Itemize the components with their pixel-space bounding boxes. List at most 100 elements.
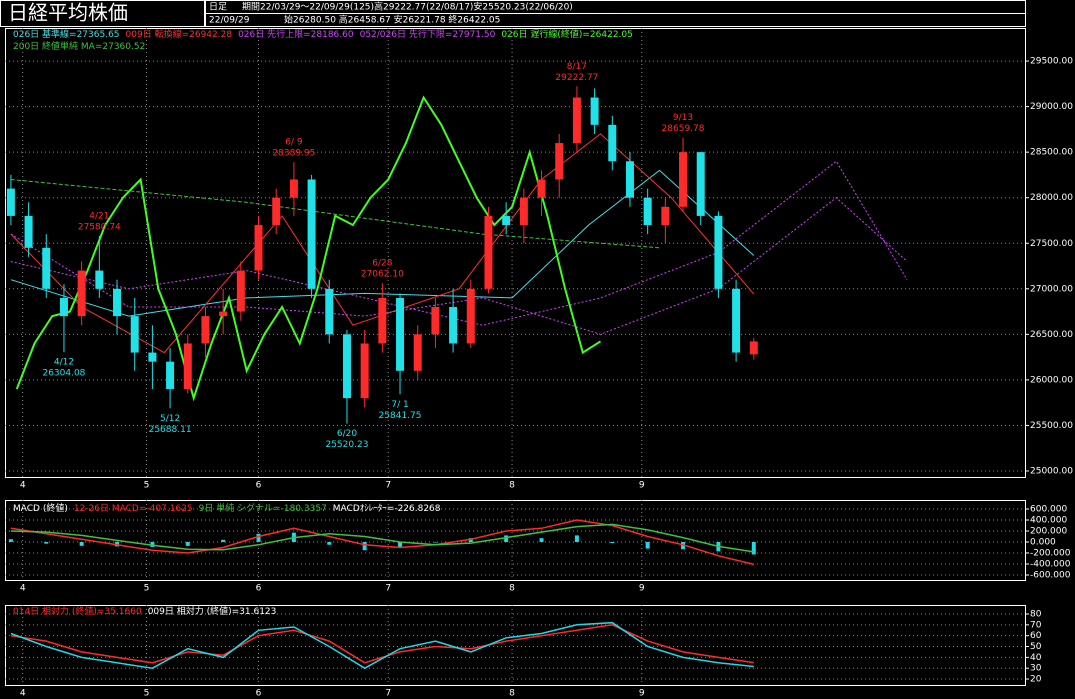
y-tick-label: 29500.00: [1030, 57, 1073, 67]
histogram-bar: [8, 539, 13, 543]
annotation-date: 4/12: [54, 358, 74, 368]
annotation-label: 26304.08: [42, 369, 85, 379]
legend-entry: 026日 遅行線(終値)=26422.05: [501, 30, 633, 40]
annotation-label: 27062.10: [361, 270, 404, 280]
y-tick-label: 25500.00: [1030, 421, 1073, 431]
y-tick-label: 20: [1030, 675, 1042, 685]
plot: [8, 519, 756, 566]
candle-body: [396, 297, 405, 371]
histogram-bar: [44, 542, 49, 544]
panel-border: [5, 605, 1026, 686]
candle-body: [537, 179, 546, 198]
annotation-label: 25520.23: [325, 440, 368, 450]
plot: [6, 86, 908, 424]
candle-body: [696, 152, 705, 216]
ohlc: 始26280.50 高26458.67 安26221.78 終26422.05: [284, 14, 500, 26]
candle-body: [555, 143, 564, 180]
legend-entry: 200日 終値単純 MA=27360.52: [13, 42, 146, 52]
y-tick-label: 200.000: [1030, 527, 1067, 537]
y-tick-label: 0.000: [1030, 538, 1056, 548]
line: [10, 160, 908, 326]
panel-title: MACD (終値): [13, 504, 68, 514]
x-tick-label: 7: [385, 481, 391, 491]
annotation-label: 28659.78: [662, 124, 705, 134]
annotation-date: 6/ 9: [285, 138, 303, 148]
candle-body: [289, 179, 298, 198]
x-tick-label: 6: [256, 689, 262, 699]
candle-body: [572, 97, 581, 144]
x-tick-label: 4: [20, 584, 26, 594]
candle-body: [219, 311, 228, 317]
line: [10, 624, 754, 664]
x-tick-label: 8: [509, 584, 515, 594]
candle-body: [42, 247, 51, 289]
candle-body: [378, 297, 387, 344]
annotation-date: 5/12: [160, 414, 180, 424]
y-tick-label: 29000.00: [1030, 102, 1073, 112]
y-tick-label: -600.000: [1030, 570, 1071, 580]
candle-body: [325, 288, 334, 335]
histogram-bar: [185, 542, 190, 546]
histogram-bar: [79, 542, 84, 546]
x-tick-label: 5: [144, 481, 150, 491]
y-tick-label: 27000.00: [1030, 284, 1073, 294]
y-tick-label: 26000.00: [1030, 375, 1073, 385]
candle-body: [272, 197, 281, 226]
legend: MACD (終値) 12-26日 MACD=-407.1625 9日 単純 シグナル…: [13, 503, 683, 515]
y-tick-label: 27500.00: [1030, 239, 1073, 249]
candle-body: [732, 288, 741, 353]
annotation-date: 6/28: [372, 259, 392, 269]
y-tick-label: 26500.00: [1030, 330, 1073, 340]
candle-body: [360, 343, 369, 399]
x-tick-label: 9: [639, 689, 645, 699]
candle-body: [449, 307, 458, 344]
annotation-label: 29222.77: [555, 73, 598, 83]
period: 期間22/03/29〜22/09/29(125)高29222.77(22/08/…: [242, 1, 573, 13]
line: [10, 621, 754, 670]
y-tick-label: 80: [1030, 609, 1042, 619]
date: 22/09/29: [209, 16, 250, 26]
x-tick-label: 7: [385, 584, 391, 594]
candle-body: [254, 225, 263, 271]
legend-entry: 12-26日 MACD=-407.1625: [73, 504, 193, 514]
histogram-bar: [610, 542, 615, 544]
annotation-label: 25688.11: [149, 425, 192, 435]
histogram-bar: [433, 542, 438, 543]
x-tick-label: 9: [639, 481, 645, 491]
header-row: [205, 13, 1026, 27]
candle-body: [484, 215, 493, 289]
x-tick-label: 4: [20, 481, 26, 491]
candle-body: [590, 97, 599, 125]
panel-border: [5, 500, 1026, 581]
x-tick-label: 8: [509, 481, 515, 491]
legend: 014日 相対力 (終値)=35.1660 009日 相対力 (終値)=31.61…: [13, 606, 683, 618]
y-tick-label: 600.000: [1030, 505, 1067, 515]
legend-entry: MACDｵｼﾚｰﾀｰ=-226.8268: [332, 504, 441, 514]
y-tick-label: 28500.00: [1030, 148, 1073, 158]
candle-body: [608, 124, 617, 162]
x-tick-label: 9: [639, 584, 645, 594]
legend-entry: 026日 基準線=27365.65: [13, 30, 120, 40]
legend-entry: 052/026日 先行下限=27971.50: [359, 30, 496, 40]
candle-body: [77, 270, 86, 317]
histogram-bar: [362, 542, 367, 551]
y-tick-label: 70: [1030, 620, 1042, 630]
histogram-bar: [327, 542, 332, 545]
candle-body: [95, 270, 104, 289]
candle-body: [6, 188, 15, 216]
y-tick-label: 25000.00: [1030, 466, 1073, 476]
y-tick-label: -400.000: [1030, 560, 1071, 570]
annotation-label: 25841.75: [379, 411, 422, 421]
panel-border: [5, 28, 1026, 478]
legend-entry: 014日 相対力 (終値)=35.1660: [13, 607, 142, 617]
x-tick-label: 6: [256, 481, 262, 491]
candle-body: [625, 161, 634, 198]
histogram-bar: [256, 533, 261, 543]
annotation-date: 7/ 1: [391, 400, 408, 410]
candle-body: [502, 215, 511, 226]
histogram-bar: [150, 542, 155, 547]
y-tick-label: 50: [1030, 642, 1042, 652]
line: [10, 133, 755, 354]
candle-body: [236, 270, 245, 312]
